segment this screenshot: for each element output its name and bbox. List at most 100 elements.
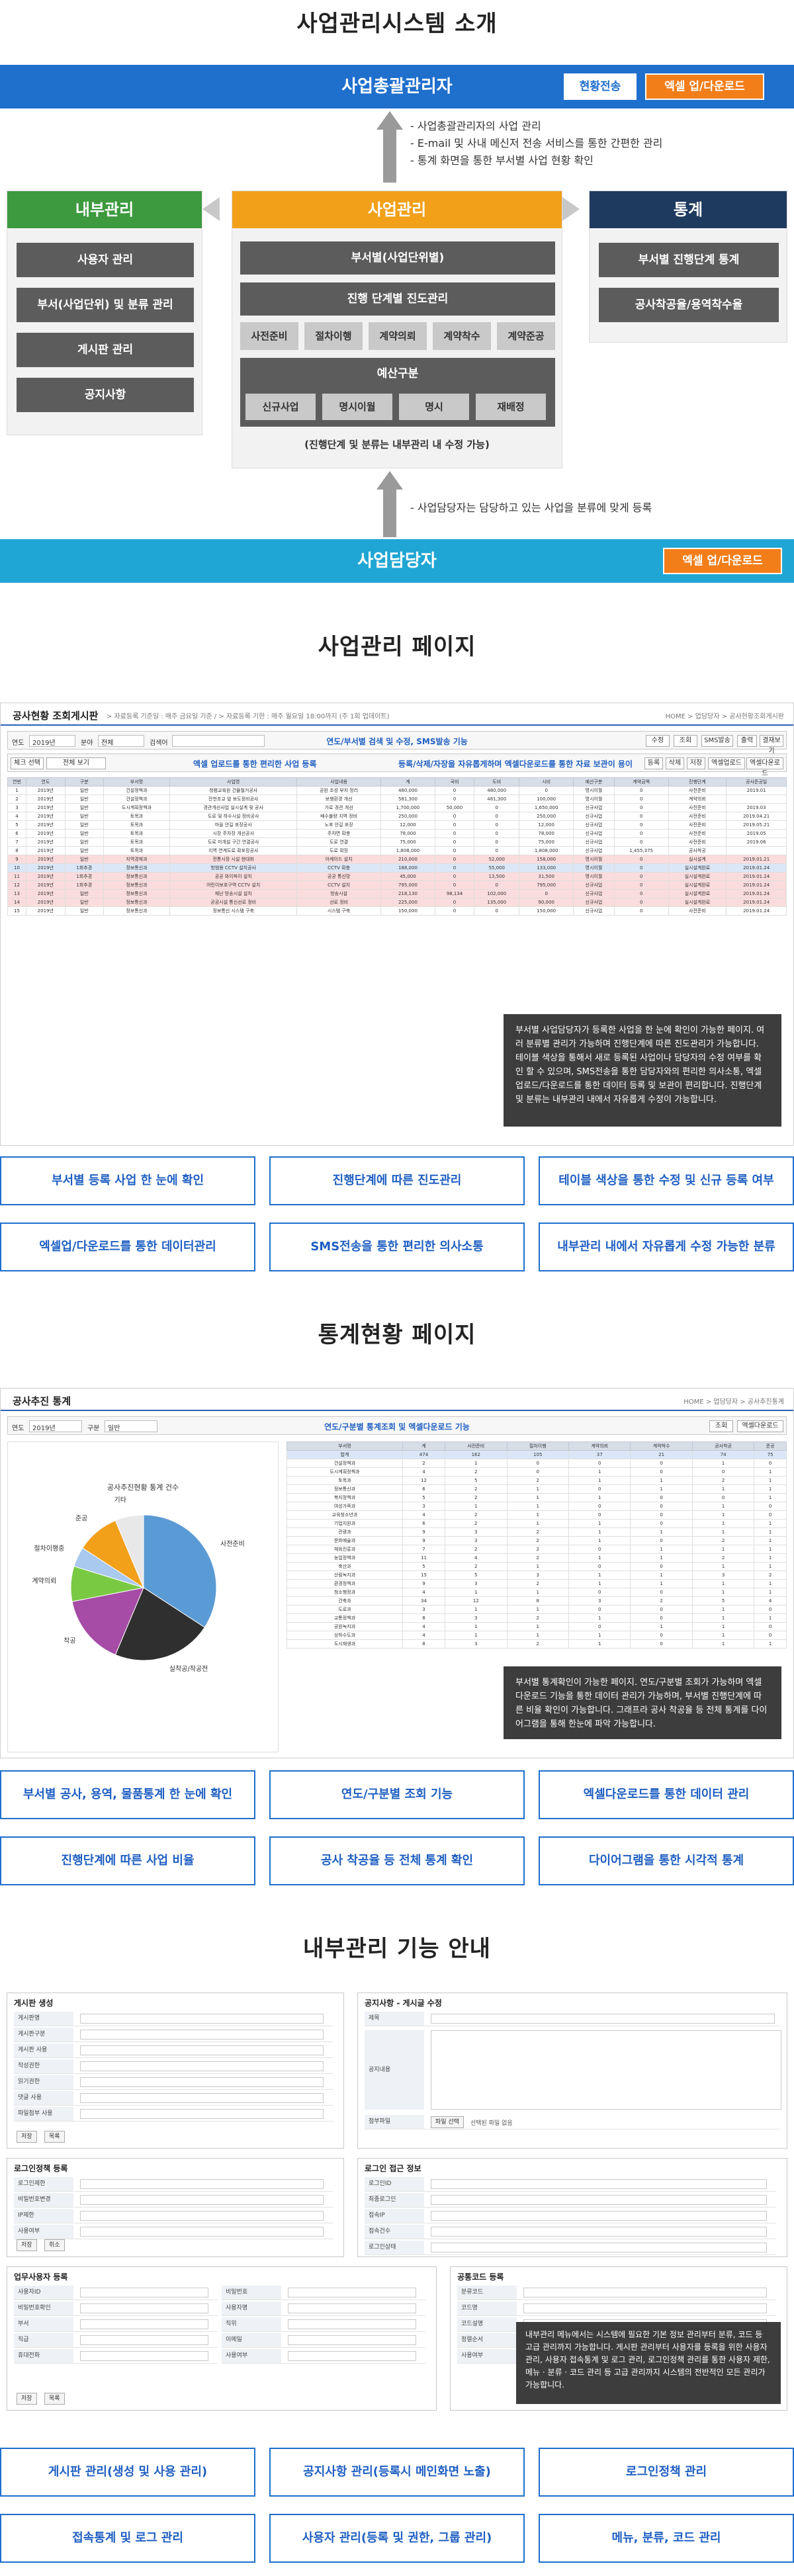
type-select[interactable]: 전체 [98, 735, 144, 747]
board-field-input[interactable] [80, 2045, 324, 2055]
policy-field-input[interactable] [80, 2179, 324, 2189]
user-list-button[interactable]: 목록 [44, 2393, 65, 2405]
table-row[interactable]: 1 2019년 일반 건설정책과 청렴교육원 건물철거공사 공원 조성 부지 정리 480,… [7, 786, 787, 795]
project-col-header[interactable]: 부서명 [103, 777, 171, 787]
modify-button[interactable]: 수정 [646, 735, 670, 747]
project-col-header[interactable]: 도비 [474, 777, 520, 787]
login-policy-title: 로그인정책 등록 [14, 2164, 68, 2173]
stats-type-select[interactable]: 일반 [105, 1420, 157, 1432]
table-row[interactable]: 9 2019년 일반 지역경제과 전통시장 시설 현대화 아케이드 설치 210,000 0 5… [7, 855, 787, 864]
board-field-input[interactable] [80, 2109, 324, 2119]
delete-button[interactable]: 삭제 [666, 757, 684, 769]
table-row[interactable]: 3 2019년 일반 도시계획정책과 경관개선사업 실시설계 및 공사 가로 경관 개선 1… [7, 803, 787, 812]
board-field-input[interactable] [80, 2061, 324, 2071]
policy-field-input[interactable] [80, 2195, 324, 2205]
table-row[interactable]: 8 2019년 일반 토목과 지역 연계도로 확포장공사 도로 확장 1,808,000 0 0… [7, 846, 787, 855]
table-cell: 13,500 [474, 872, 520, 881]
table-row[interactable]: 15 2019년 일반 정보통신과 정보통신 시스템 구축 시스템 구축 150,000 0 0… [7, 906, 787, 916]
project-staff-bar: 사업담당자 엑셀 업/다운로드 [0, 539, 794, 583]
project-col-header[interactable]: 공사준공일 [726, 777, 787, 787]
login-info-field-input[interactable] [431, 2227, 767, 2237]
project-col-header[interactable]: 연번 [7, 777, 26, 787]
excel-updown-button[interactable]: 엑셀 업/다운로드 [645, 73, 764, 100]
status-send-button[interactable]: 현황전송 [564, 73, 637, 100]
table-cell: 11 [402, 1553, 446, 1563]
search-button[interactable]: 조회 [674, 735, 697, 747]
project-col-header[interactable]: 계약금액 [613, 777, 669, 787]
table-cell: 1 [754, 1613, 787, 1623]
table-cell: 1 [568, 1579, 631, 1588]
board-field-input[interactable] [80, 2077, 324, 2087]
keyword-input[interactable] [172, 735, 265, 747]
board-save-button[interactable]: 저장 [17, 2131, 37, 2143]
file-select-button[interactable]: 파일 선택 [431, 2116, 464, 2128]
project-col-header[interactable]: 시비 [519, 777, 574, 787]
user-save-button[interactable]: 저장 [17, 2393, 37, 2405]
save-button[interactable]: 저장 [687, 757, 705, 769]
user-field-input[interactable] [80, 2351, 208, 2361]
board-field-input[interactable] [80, 2014, 324, 2024]
policy-save-button[interactable]: 저장 [17, 2239, 37, 2251]
table-row[interactable]: 14 2019년 일반 정보통신과 공공시설 통신선로 정비 선로 정비 225,000 0 1… [7, 898, 787, 907]
table-row[interactable]: 2 2019년 일반 건설정책과 잔천초교 앞 보도정비공사 보행환경 개선 581,300… [7, 794, 787, 804]
table-row[interactable]: 7 2019년 일반 토목과 도로 미개설 구간 연결공사 도로 연결 75,000 0 0 75… [7, 837, 787, 847]
user-field-input[interactable] [288, 2288, 416, 2297]
project-col-header[interactable]: 계 [380, 777, 435, 787]
project-col-header[interactable]: 사업내용 [296, 777, 382, 787]
table-row[interactable]: 10 2019년 1회추경 정보통신과 방범용 CCTV 설치공사 CCTV 확충 188,… [7, 863, 787, 873]
login-info-field-input[interactable] [431, 2179, 767, 2189]
notice-content-editor[interactable] [431, 2030, 781, 2110]
notice-title-input[interactable] [431, 2014, 775, 2024]
user-field-input[interactable] [288, 2335, 416, 2345]
excel-download-button[interactable]: 엑셀다운로드 [746, 757, 783, 777]
table-cell: 1 [754, 1476, 787, 1485]
user-field-input[interactable] [288, 2303, 416, 2313]
user-field-input[interactable] [80, 2288, 208, 2297]
code-field-input[interactable] [523, 2303, 767, 2313]
project-col-header[interactable]: 예산구분 [573, 777, 615, 787]
user-field-input[interactable] [288, 2351, 416, 2361]
board-field-input[interactable] [80, 2030, 324, 2039]
login-info-field-label: 접속건수 [365, 2225, 424, 2239]
user-field-input[interactable] [80, 2319, 208, 2329]
check-select-button[interactable]: 체크 선택 [11, 757, 44, 769]
sms-button[interactable]: SMS발송 [701, 735, 733, 747]
login-info-field-input[interactable] [431, 2243, 767, 2253]
user-field-input[interactable] [288, 2319, 416, 2329]
top-notes: - 사업총괄관리자의 사업 관리 - E-mail 및 사내 메신저 전송 서비… [410, 118, 662, 169]
login-info-field-input[interactable] [431, 2211, 767, 2221]
policy-field-input[interactable] [80, 2227, 324, 2237]
project-col-header[interactable]: 진행단계 [668, 777, 727, 787]
register-button[interactable]: 등록 [644, 757, 663, 769]
table-cell: 4 [402, 1588, 446, 1597]
board-list-button[interactable]: 목록 [44, 2131, 65, 2143]
project-col-header[interactable]: 국비 [434, 777, 475, 787]
stats-year-select[interactable]: 2019년 [29, 1420, 82, 1432]
stats-excel-button[interactable]: 엑셀다운로드 [737, 1420, 783, 1432]
project-col-header[interactable]: 사업명 [169, 777, 298, 787]
staff-excel-button[interactable]: 엑셀 업/다운로드 [663, 548, 782, 574]
table-row[interactable]: 11 2019년 1회추경 정보통신과 공공 와이파이 설치 공공 통신망 45,000 0 1… [7, 872, 787, 881]
view-all-button[interactable]: 전체 보기 [46, 757, 106, 769]
policy-cancel-button[interactable]: 취소 [44, 2239, 65, 2251]
code-field-input[interactable] [523, 2288, 767, 2297]
stats-search-button[interactable]: 조회 [709, 1420, 733, 1432]
board-field-input[interactable] [80, 2093, 324, 2103]
user-field-input[interactable] [80, 2303, 208, 2313]
login-info-field-input[interactable] [431, 2195, 767, 2205]
table-row[interactable]: 6 2019년 일반 토목과 시장 주차장 개선공사 주차면 확충 78,000 0 0 78,0… [7, 829, 787, 838]
table-row[interactable]: 12 2019년 1회추경 정보통신과 어린이보호구역 CCTV 설치 CCTV 설치 79… [7, 880, 787, 890]
excel-upload-button[interactable]: 엑셀업로드 [708, 757, 745, 769]
table-row[interactable]: 5 2019년 일반 토목과 마을 안길 포장공사 노후 안길 포장 12,000 0 0 12,… [7, 820, 787, 830]
project-col-header[interactable]: 연도 [25, 777, 66, 787]
table-cell: 0 [568, 1510, 631, 1520]
table-cell: 교통정책과 [287, 1613, 403, 1623]
year-select[interactable]: 2019년 [29, 735, 75, 747]
table-row[interactable]: 13 2019년 일반 정보통신과 재난 방송시설 설치 방송시설 218,130 98,13… [7, 889, 787, 898]
project-col-header[interactable]: 구분 [64, 777, 104, 787]
policy-field-input[interactable] [80, 2211, 324, 2221]
view-approval-button[interactable]: 결재보기 [760, 735, 783, 755]
table-row[interactable]: 4 2019년 일반 토목과 도로 및 하수시설 정비공사 배수불량 지역 정비 250,0… [7, 812, 787, 821]
print-button[interactable]: 출력 [737, 735, 757, 747]
user-field-input[interactable] [80, 2335, 208, 2345]
